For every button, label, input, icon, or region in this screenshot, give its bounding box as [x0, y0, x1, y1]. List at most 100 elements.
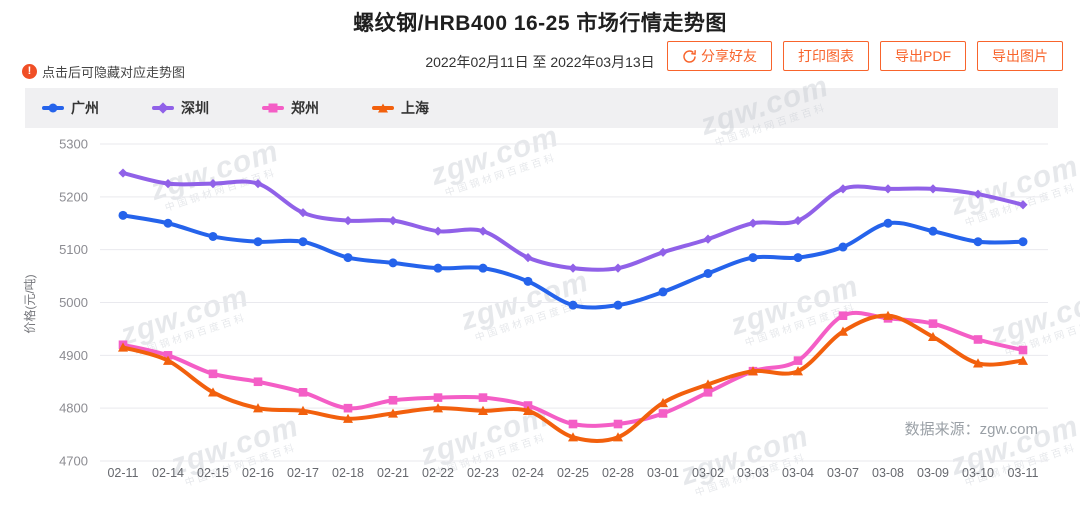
legend-item-shanghai[interactable]: 上海	[372, 98, 429, 118]
data-point	[118, 342, 128, 352]
x-tick-label: 03-03	[737, 466, 769, 480]
data-point	[523, 276, 533, 286]
export-image-button-label: 导出图片	[992, 48, 1048, 64]
data-point	[298, 405, 308, 416]
data-point	[343, 253, 353, 263]
x-tick-label: 03-10	[962, 466, 994, 480]
data-point	[478, 263, 488, 273]
x-tick-label: 02-23	[467, 466, 499, 480]
legend-marker-shenzhen	[152, 102, 174, 114]
data-point	[838, 326, 848, 336]
data-point	[568, 432, 578, 442]
data-point	[1018, 355, 1028, 365]
x-tick-label: 02-11	[107, 466, 138, 480]
data-point	[388, 258, 398, 268]
data-point	[478, 393, 488, 402]
x-tick-label: 02-28	[602, 466, 634, 480]
share-button[interactable]: 分享好友	[667, 41, 772, 71]
legend-marker-zhengzhou	[262, 103, 284, 113]
x-tick-label: 02-14	[152, 466, 184, 480]
chart-canvas: 4700 4800 4900 5000 5100 5200 5300 02-11 02-14 02…	[22, 137, 1048, 480]
y-tick-label: 5100	[59, 242, 88, 257]
data-point	[613, 300, 623, 310]
data-point	[343, 403, 353, 413]
data-point	[433, 393, 443, 402]
x-tick-label: 03-11	[1007, 466, 1038, 480]
data-point	[703, 388, 713, 397]
data-point	[523, 401, 533, 410]
data-point	[928, 331, 938, 342]
data-point	[253, 403, 263, 413]
legend-marker-guangzhou	[42, 103, 64, 113]
data-point	[1018, 200, 1028, 210]
data-point	[928, 184, 938, 194]
y-tick-label: 4800	[59, 401, 88, 416]
data-point	[433, 403, 443, 413]
data-point	[478, 226, 488, 236]
data-point	[838, 184, 848, 194]
export-image-button[interactable]: 导出图片	[977, 41, 1063, 71]
data-point	[163, 355, 173, 365]
data-point	[388, 395, 398, 405]
data-point	[1018, 237, 1028, 247]
x-tick-label: 03-07	[827, 466, 859, 480]
data-point	[658, 409, 668, 418]
data-point	[1018, 345, 1028, 355]
page-title: 螺纹钢/HRB400 16-25 市场行情走势图	[353, 12, 727, 35]
data-point	[208, 387, 218, 397]
y-tick-label: 4900	[59, 348, 88, 363]
chart-legend: 广州 深圳 郑州 上海	[25, 88, 1058, 128]
data-point	[523, 405, 533, 416]
data-point	[613, 263, 623, 273]
date-range: 2022年02月11日 至 2022年03月13日	[425, 54, 655, 70]
toolbar: 分享好友 打印图表 导出PDF 导出图片	[656, 41, 1063, 71]
data-point	[703, 234, 713, 244]
data-point	[973, 335, 983, 344]
legend-item-shenzhen[interactable]: 深圳	[152, 98, 209, 118]
share-button-label: 分享好友	[701, 48, 757, 64]
data-point	[793, 253, 803, 263]
data-point	[298, 208, 308, 218]
data-point	[298, 237, 308, 247]
data-point	[883, 310, 893, 320]
legend-item-zhengzhou[interactable]: 郑州	[262, 98, 319, 118]
data-point	[748, 253, 758, 263]
data-point	[703, 379, 713, 389]
data-point	[343, 216, 353, 226]
data-point	[208, 369, 218, 379]
data-point	[838, 311, 848, 321]
data-point	[253, 237, 263, 247]
data-point	[703, 268, 713, 278]
data-point	[163, 179, 173, 189]
share-refresh-icon	[682, 49, 697, 64]
data-point	[433, 226, 443, 236]
data-point	[883, 218, 893, 228]
legend-item-guangzhou[interactable]: 广州	[42, 98, 99, 118]
legend-label-zhengzhou: 郑州	[291, 100, 319, 116]
data-point	[208, 179, 218, 189]
print-chart-button-label: 打印图表	[798, 48, 854, 64]
data-point	[253, 179, 263, 189]
data-point	[163, 351, 173, 360]
data-point	[208, 231, 218, 241]
x-tick-label: 03-02	[692, 466, 724, 480]
data-point	[973, 237, 983, 247]
legend-label-guangzhou: 广州	[71, 100, 99, 116]
x-tick-label: 03-01	[647, 466, 679, 480]
data-source-label: 数据来源：zgw.com	[905, 421, 1038, 438]
data-point	[388, 216, 398, 226]
export-pdf-button[interactable]: 导出PDF	[880, 41, 966, 71]
x-tick-label: 03-04	[782, 466, 814, 480]
y-tick-label: 5300	[59, 137, 88, 152]
print-chart-button[interactable]: 打印图表	[783, 41, 869, 71]
data-point	[838, 242, 848, 252]
exclamation-icon: !	[22, 64, 37, 79]
x-tick-label: 02-25	[557, 466, 589, 480]
data-point	[928, 226, 938, 236]
data-point	[883, 184, 893, 194]
data-point	[433, 263, 443, 273]
y-tick-label: 5000	[59, 295, 88, 310]
data-point	[568, 419, 578, 429]
legend-hide-hint: ! 点击后可隐藏对应走势图	[22, 62, 185, 81]
data-point	[118, 168, 128, 178]
